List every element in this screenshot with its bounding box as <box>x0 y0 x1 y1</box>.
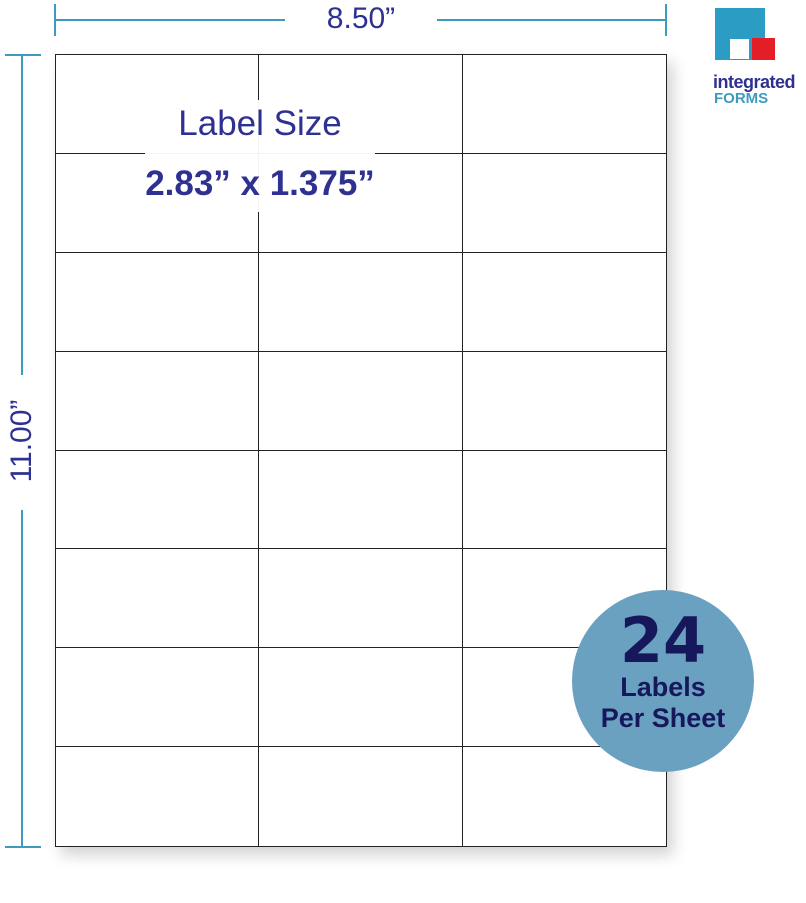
label-cell <box>259 747 463 846</box>
label-cell <box>56 648 260 748</box>
label-cell <box>259 252 463 352</box>
label-cell <box>259 351 463 451</box>
label-cell <box>462 352 666 451</box>
labels-per-sheet-badge: 24 Labels Per Sheet <box>572 590 754 772</box>
label-cell <box>462 55 666 154</box>
logo-text-integrated: integrated <box>713 72 796 92</box>
label-cell <box>462 154 666 253</box>
label-size-title: Label Size <box>178 104 342 143</box>
label-cell <box>56 351 260 451</box>
height-dimension-line-top <box>21 55 23 375</box>
label-cell <box>56 747 260 846</box>
height-dimension-line-bottom <box>21 510 23 847</box>
logo-text-forms: FORMS <box>714 90 769 107</box>
label-cell <box>462 253 666 352</box>
badge-line1: Labels <box>620 672 706 702</box>
label-cell <box>56 549 260 649</box>
width-dimension-line-right <box>437 19 666 21</box>
width-dimension-tick-right <box>665 4 667 36</box>
logo-red-square <box>752 38 775 60</box>
label-cell <box>259 153 463 253</box>
label-cell <box>462 549 666 649</box>
integrated-forms-logo: integrated FORMS <box>710 6 806 110</box>
height-dimension-tick-top <box>5 54 41 56</box>
label-size-value: 2.83” x 1.375” <box>145 164 375 203</box>
logo-white-square <box>730 39 749 59</box>
label-cell <box>462 451 666 550</box>
width-dimension-line-left <box>55 19 285 21</box>
label-cell <box>259 549 463 649</box>
badge-line2: Per Sheet <box>600 703 726 733</box>
height-dimension-tick-bottom <box>5 846 41 848</box>
label-cell <box>259 648 463 748</box>
width-label: 8.50” <box>326 2 396 35</box>
height-label: 11.00” <box>5 399 38 483</box>
badge-count: 24 <box>619 604 707 677</box>
label-cell <box>462 648 666 748</box>
label-size-box: Label Size 2.83” x 1.375” <box>145 100 375 212</box>
label-cell <box>56 450 260 550</box>
label-cell <box>259 450 463 550</box>
label-cell <box>56 252 260 352</box>
